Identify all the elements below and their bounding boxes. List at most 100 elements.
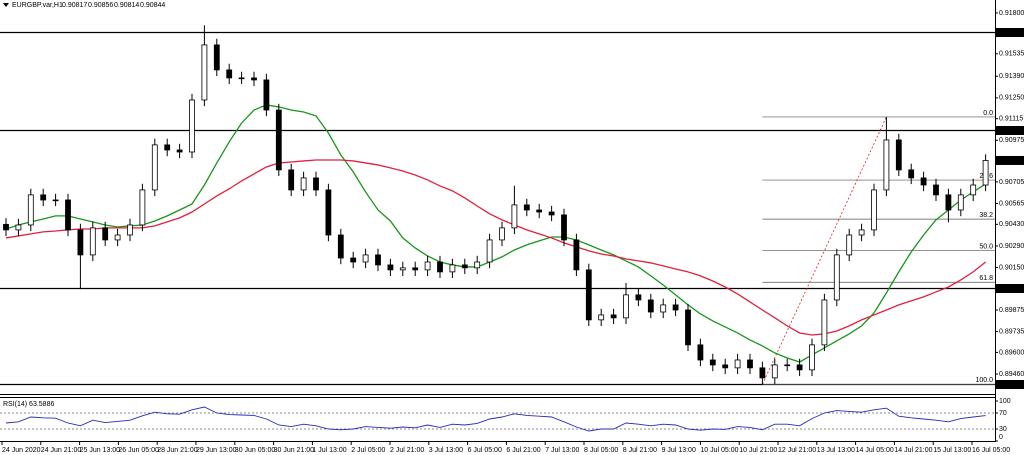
candle-body [821, 299, 828, 346]
x-tick-label: 29 Jun 13:00 [196, 447, 237, 454]
rsi-tick-label: 0 [999, 434, 1003, 441]
chart-title: EURGBP.var,H1 [12, 2, 63, 9]
x-tick-label: 13 Jul 13:00 [817, 447, 855, 454]
candle-body [660, 304, 667, 313]
candle-body [52, 199, 59, 202]
candle-body [375, 254, 381, 266]
y-tick-label: 0.90565 [999, 200, 1024, 207]
y-tick-label: 0.89460 [999, 371, 1024, 378]
x-tick-label: 2 Jul 21:00 [390, 447, 424, 454]
candle-body [635, 294, 642, 301]
candle-body [350, 257, 357, 263]
candle-body [437, 261, 443, 273]
candle-body [399, 267, 406, 271]
fib-label: 100.0 [975, 377, 993, 384]
candle-body [486, 239, 493, 263]
candle-body [895, 139, 902, 171]
price-box [996, 126, 1024, 135]
x-tick-label: 6 Jul 05:00 [468, 447, 502, 454]
fib-label: 0.0 [983, 110, 993, 117]
price-box [996, 155, 1024, 165]
x-tick-label: 6 Jul 21:00 [506, 447, 540, 454]
candle-body [672, 304, 679, 311]
y-tick-label: 0.91390 [999, 73, 1024, 80]
candle-body [697, 344, 704, 361]
candle-body [846, 234, 853, 256]
candle-body [337, 234, 344, 259]
candle-body [89, 227, 96, 256]
moving-average [5, 104, 986, 363]
candle-body [623, 294, 629, 319]
x-tick-label: 7 Jul 13:00 [545, 447, 579, 454]
candle-body [275, 109, 282, 171]
x-tick-label: 28 Jun 21:00 [157, 447, 198, 454]
header-value: 0.90844 [140, 2, 165, 9]
rsi-label: RSI(14) 63.5886 [3, 401, 54, 408]
candle-body [784, 364, 791, 367]
candle-body [288, 169, 295, 191]
candle-body [127, 224, 133, 236]
level-label: 0.91043 [999, 127, 1024, 134]
rsi-tick-label: 30 [999, 426, 1007, 433]
candle-body [201, 44, 208, 101]
x-tick-label: 2 Jul 05:00 [351, 447, 385, 454]
candle-body [585, 269, 592, 321]
candle-body [313, 177, 319, 191]
candle-body [722, 364, 729, 369]
y-tick-label: 0.90430 [999, 221, 1024, 228]
candle-body [920, 177, 927, 186]
candle-body [734, 359, 741, 369]
x-tick-label: 9 Jul 13:00 [662, 447, 696, 454]
rsi-tick-label: 100 [999, 398, 1011, 405]
candle-body [189, 99, 195, 153]
candle-body [957, 194, 964, 211]
candle-body [139, 189, 146, 226]
y-tick-label: 0.91250 [999, 95, 1024, 102]
x-tick-label: 12 Jul 21:00 [778, 447, 816, 454]
last-price-label: 0.90844 [999, 157, 1024, 164]
x-tick-label: 10 Jul 05:00 [700, 447, 738, 454]
candle-body [263, 79, 270, 111]
candle-body [325, 189, 332, 236]
candle-body [561, 214, 567, 241]
candle-body [238, 77, 245, 80]
candle-body [102, 227, 109, 241]
fib-label: 50.0 [979, 243, 993, 250]
x-tick-label: 15 Jul 13:00 [933, 447, 971, 454]
y-tick-label: 0.90290 [999, 243, 1024, 250]
price-box [996, 284, 1024, 293]
y-tick-label: 0.90150 [999, 264, 1024, 271]
level-label: 0.91677 [999, 29, 1024, 36]
candle-body [226, 69, 233, 79]
candle-body [982, 160, 989, 186]
candle-body [412, 267, 419, 271]
rsi-tick-label: 70 [999, 410, 1007, 417]
fib-label: 61.8 [979, 275, 993, 282]
candle-body [164, 144, 171, 151]
y-tick-label: 0.91800 [999, 10, 1024, 17]
x-tick-label: 1 Jul 13:00 [312, 447, 346, 454]
x-tick-label: 14 Jul 05:00 [856, 447, 894, 454]
level-label: 0.89393 [999, 381, 1024, 388]
candle-body [523, 204, 530, 211]
candle-body [647, 299, 654, 313]
candle-body [598, 314, 605, 321]
candle-body [871, 189, 877, 231]
x-tick-label: 8 Jul 21:00 [623, 447, 657, 454]
x-tick-label: 10 Jul 21:00 [739, 447, 777, 454]
x-tick-label: 24 Jun 2020 [2, 447, 41, 454]
candle-body [27, 194, 34, 226]
x-tick-label: 24 Jun 21:00 [41, 447, 82, 454]
price-box [996, 380, 1024, 389]
candle-body [833, 254, 840, 301]
x-tick-label: 16 Jul 05:00 [972, 447, 1010, 454]
candle-body [114, 234, 121, 241]
x-tick-label: 26 Jun 05:00 [118, 447, 159, 454]
y-tick-label: 0.89600 [999, 349, 1024, 356]
candle-body [3, 223, 9, 231]
candle-body [908, 169, 915, 179]
menu-triangle [3, 3, 9, 7]
candle-body [65, 199, 71, 231]
candle-body [362, 254, 369, 263]
header-value: 0.90814 [114, 2, 139, 9]
